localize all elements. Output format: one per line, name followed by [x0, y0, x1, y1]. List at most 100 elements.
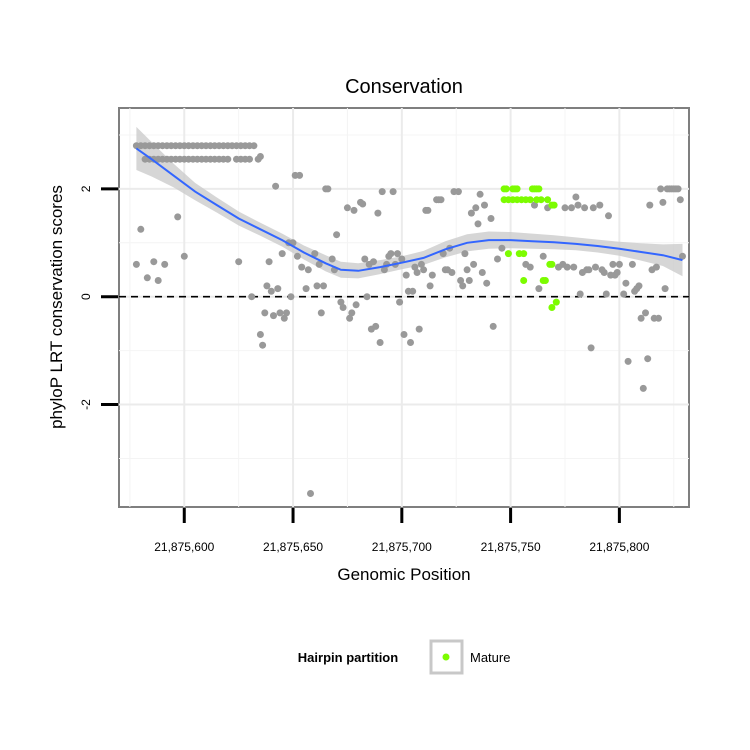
mature-point [541, 277, 549, 284]
data-point [531, 201, 538, 209]
data-point [407, 339, 414, 346]
data-point [261, 309, 269, 317]
points-group [132, 142, 686, 497]
mature-point [520, 250, 528, 258]
mature-point [520, 277, 528, 284]
data-point [348, 309, 356, 317]
data-point [467, 209, 475, 217]
data-point [426, 282, 434, 290]
data-point [615, 260, 623, 268]
data-point [180, 252, 188, 260]
data-point [592, 263, 599, 271]
data-point [343, 204, 351, 212]
confidence-ribbon [136, 126, 683, 279]
data-point [489, 322, 497, 330]
data-point [376, 339, 384, 346]
data-point [328, 255, 336, 263]
data-point [333, 231, 341, 239]
data-point [600, 269, 608, 276]
data-point [307, 490, 314, 497]
data-point [235, 258, 243, 266]
data-point [572, 193, 580, 201]
data-point [396, 298, 404, 306]
data-point [646, 201, 654, 209]
data-point [398, 255, 406, 263]
data-point [483, 279, 491, 287]
data-point [470, 260, 478, 268]
data-point [378, 188, 386, 196]
data-point [272, 182, 280, 190]
data-point [287, 293, 295, 301]
data-point [655, 314, 662, 322]
data-point [400, 331, 408, 338]
data-point [644, 355, 652, 363]
data-point [461, 250, 469, 258]
data-point [478, 269, 486, 276]
data-point [283, 309, 290, 317]
data-point [563, 263, 571, 271]
data-point [498, 244, 506, 252]
data-point [415, 325, 423, 333]
data-point [576, 290, 584, 298]
data-point [265, 258, 273, 266]
mature-point [550, 201, 558, 209]
data-point [174, 213, 182, 221]
data-point [411, 263, 419, 271]
data-point [296, 171, 304, 179]
data-point [624, 357, 632, 365]
data-point [561, 204, 569, 212]
data-point [539, 252, 547, 260]
data-point [387, 250, 395, 258]
data-point [224, 155, 232, 163]
legend-label-mature: Mature [470, 650, 510, 665]
axes-group: 21,875,600 21,875,650 21,875,700 21,875,750… [79, 185, 650, 554]
data-point [457, 277, 465, 284]
data-point [374, 209, 382, 217]
data-point [346, 314, 354, 322]
data-point [661, 285, 669, 293]
data-point [642, 309, 649, 317]
data-point [585, 266, 593, 274]
data-point [293, 252, 301, 260]
data-point [428, 271, 436, 279]
data-point [635, 282, 643, 290]
data-point [679, 252, 686, 260]
mature-point [544, 196, 552, 204]
data-point [270, 312, 277, 320]
data-point [613, 269, 621, 276]
data-point [254, 155, 262, 163]
data-point [589, 204, 597, 212]
data-point [402, 271, 410, 279]
data-point [361, 255, 369, 263]
data-point [424, 206, 432, 214]
data-point [620, 290, 628, 298]
legend: Hairpin partition Mature [298, 639, 510, 675]
y-tick-label: 2 [79, 185, 93, 192]
data-point [302, 285, 310, 293]
data-point [298, 263, 306, 271]
data-point [463, 266, 471, 274]
mature-point [548, 304, 556, 311]
data-point [413, 269, 421, 276]
mature-point [502, 185, 510, 193]
data-point [363, 293, 371, 301]
data-point [352, 301, 360, 309]
data-point [350, 206, 358, 214]
data-point [337, 298, 345, 306]
chart-title: Conservation [345, 76, 463, 98]
data-point [472, 204, 480, 212]
data-point [256, 331, 264, 338]
plot-panel [118, 107, 690, 508]
data-point [652, 263, 660, 271]
data-point [304, 266, 312, 274]
data-point [315, 260, 323, 268]
data-point [674, 185, 682, 193]
data-point [409, 287, 417, 295]
data-point [380, 266, 388, 274]
data-point [259, 341, 267, 349]
data-point [320, 282, 327, 290]
data-point [267, 287, 275, 295]
data-point [437, 196, 445, 204]
smooth-line-group [135, 147, 683, 272]
data-point [570, 263, 578, 271]
